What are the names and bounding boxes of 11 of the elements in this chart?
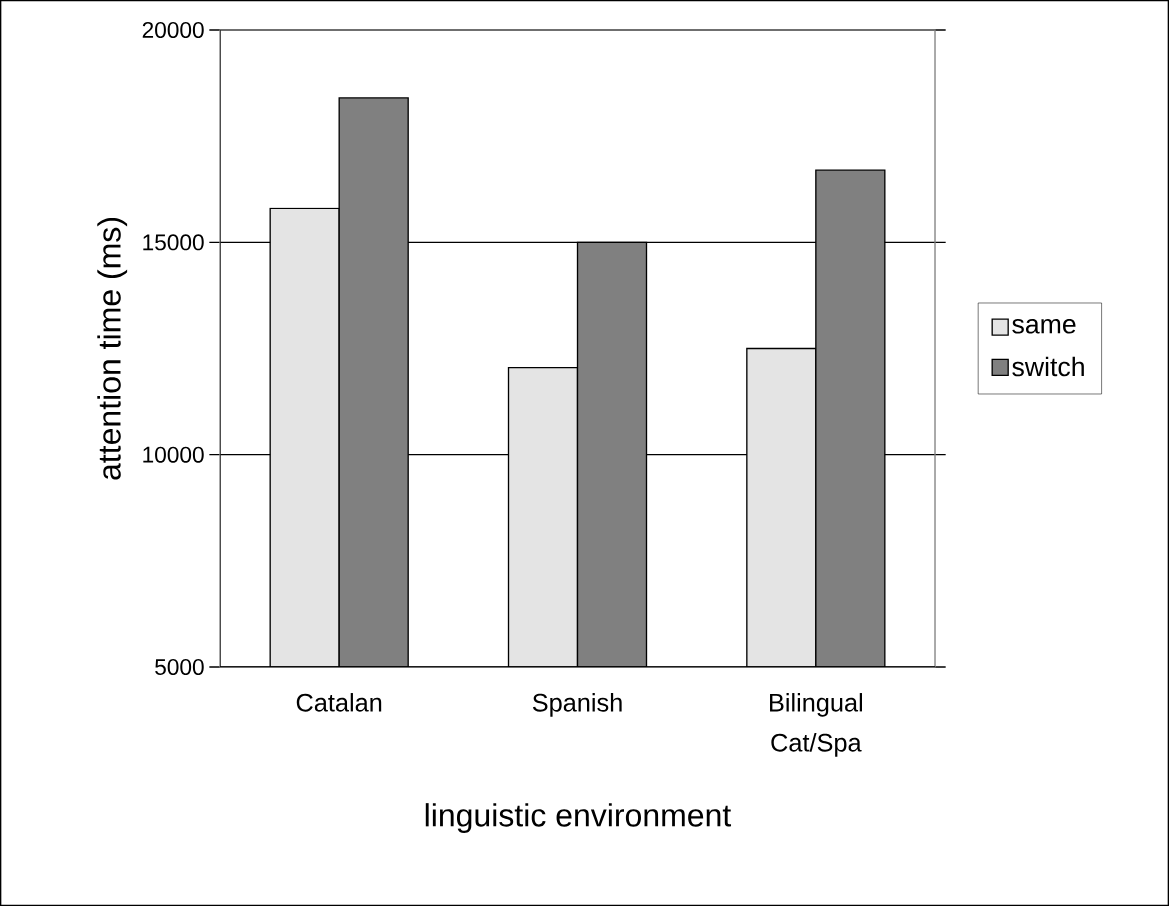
x-tick-label: Catalan: [296, 693, 382, 712]
x-axis-title: linguistic environment: [425, 803, 732, 833]
y-axis-title: attention time (ms): [97, 218, 128, 480]
x-tick-label: Bilingual Cat/Spa: [770, 693, 862, 757]
legend-label: same: [1012, 319, 1076, 334]
legend-label: switch: [1012, 356, 1084, 377]
x-tick-label: Spanish: [532, 693, 622, 717]
y-tick-label: 5000: [155, 658, 204, 676]
y-tick-label: 20000: [142, 21, 204, 39]
y-tick-label: 15000: [143, 234, 204, 251]
y-tick-label: 10000: [143, 446, 204, 463]
